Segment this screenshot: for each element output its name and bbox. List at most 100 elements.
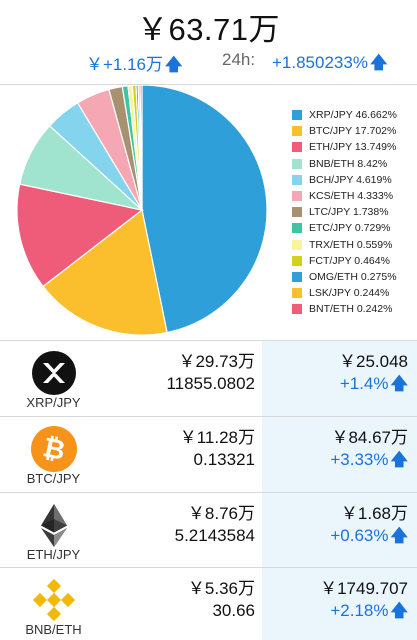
price-change: +2.18% 🡅 <box>320 600 408 622</box>
period-change: +1.850233% 🡅 <box>272 50 387 79</box>
allocation-chart: XRP/JPY 46.662% BTC/JPY 17.702% ETH/JPY 13… <box>0 85 417 340</box>
total-change: ￥+1.16万 🡅 <box>86 50 183 81</box>
legend-swatch <box>292 271 302 282</box>
up-arrow-icon: 🡅 <box>369 53 388 72</box>
holding-value: ￥11.28万 <box>179 428 255 447</box>
up-arrow-icon: 🡅 <box>390 601 408 620</box>
price-change-value: +3.33% <box>330 450 389 469</box>
portfolio-header: ￥63.71万 ￥+1.16万 🡅 24h: +1.850233% 🡅 <box>0 0 417 84</box>
chart-legend: XRP/JPY 46.662% BTC/JPY 17.702% ETH/JPY 13… <box>292 107 397 317</box>
divider <box>0 84 417 85</box>
divider <box>0 340 417 341</box>
legend-label: LTC/JPY 1.738% <box>309 206 389 219</box>
price-info: ￥25.048 +1.4% 🡅 <box>339 351 408 395</box>
price-panel <box>262 341 417 416</box>
pair-label: ETH/JPY <box>26 547 81 562</box>
legend-label: ETC/JPY 0.729% <box>309 222 391 235</box>
pair-label: XRP/JPY <box>26 395 81 410</box>
holding-amount: 30.66 <box>212 601 255 620</box>
price-change-value: +0.63% <box>330 526 389 545</box>
legend-item: BNB/ETH 8.42% <box>292 156 397 172</box>
legend-item: LTC/JPY 1.738% <box>292 204 397 220</box>
asset-row-xrp[interactable]: XRP/JPY ￥29.73万 11855.0802 ￥25.048 +1.4%… <box>0 341 417 416</box>
pie-slice-xrp-jpy[interactable] <box>141 85 268 334</box>
total-value: ￥63.71万 <box>136 12 281 47</box>
legend-swatch <box>292 110 302 121</box>
holding-info: ￥11.28万 0.13321 <box>180 427 255 471</box>
ethereum-icon <box>41 504 67 547</box>
current-price: ￥84.67万 <box>331 428 408 447</box>
legend-label: XRP/JPY 46.662% <box>309 109 397 122</box>
legend-swatch <box>292 158 302 169</box>
price-change-value: +1.4% <box>339 374 389 393</box>
current-price: ￥1749.707 <box>320 579 408 598</box>
asset-row-btc[interactable]: ₿ BTC/JPY ￥11.28万 0.13321 ￥84.67万 +3.33%… <box>0 417 417 492</box>
holding-amount: 11855.0802 <box>166 374 255 393</box>
legend-item: BTC/JPY 17.702% <box>292 123 397 139</box>
current-price: ￥25.048 <box>339 352 408 371</box>
legend-label: BNT/ETH 0.242% <box>309 303 393 316</box>
legend-item: BNT/ETH 0.242% <box>292 301 397 317</box>
up-arrow-icon: 🡅 <box>390 526 408 545</box>
divider <box>0 492 417 493</box>
holding-amount: 0.13321 <box>193 450 255 469</box>
legend-swatch <box>292 304 302 315</box>
holding-value: ￥29.73万 <box>178 352 255 371</box>
legend-swatch <box>292 239 302 250</box>
pie-slice-btc-jpy[interactable] <box>42 208 168 336</box>
legend-label: KCS/ETH 4.333% <box>309 190 394 203</box>
pair-label: BNB/ETH <box>25 622 82 637</box>
period-change-value: +1.850233% <box>272 53 368 72</box>
up-arrow-icon: 🡅 <box>165 55 183 74</box>
binance-icon <box>32 578 76 622</box>
price-info: ￥1.68万 +0.63% 🡅 <box>330 503 408 547</box>
price-change-value: +2.18% <box>330 601 389 620</box>
pie-chart <box>16 85 268 336</box>
legend-item: KCS/ETH 4.333% <box>292 188 397 204</box>
holding-amount: 5.2143584 <box>174 526 255 545</box>
price-change: +1.4% 🡅 <box>339 373 408 395</box>
pie-slice-bnt-eth[interactable] <box>139 85 143 211</box>
legend-swatch <box>292 174 302 185</box>
period-label: 24h: <box>222 50 256 69</box>
holding-info: ￥8.76万 5.2143584 <box>175 503 255 547</box>
legend-swatch <box>292 126 302 137</box>
legend-label: TRX/ETH 0.559% <box>309 238 393 251</box>
legend-swatch <box>292 255 302 266</box>
legend-label: BTC/JPY 17.702% <box>309 125 397 138</box>
up-arrow-icon: 🡅 <box>390 374 408 393</box>
price-panel <box>262 493 417 568</box>
up-arrow-icon: 🡅 <box>390 450 408 469</box>
bitcoin-icon: ₿ <box>31 426 77 472</box>
legend-item: LSK/JPY 0.244% <box>292 285 397 301</box>
legend-swatch <box>292 142 302 153</box>
legend-item: ETH/JPY 13.749% <box>292 139 397 155</box>
legend-item: ETC/JPY 0.729% <box>292 220 397 236</box>
legend-label: FCT/JPY 0.464% <box>309 254 390 267</box>
divider <box>0 567 417 568</box>
legend-item: BCH/JPY 4.619% <box>292 172 397 188</box>
price-change: +0.63% 🡅 <box>330 525 408 547</box>
asset-row-eth[interactable]: ETH/JPY ￥8.76万 5.2143584 ￥1.68万 +0.63% 🡅 <box>0 493 417 568</box>
holding-value: ￥8.76万 <box>187 504 255 523</box>
legend-label: LSK/JPY 0.244% <box>309 287 390 300</box>
legend-swatch <box>292 288 302 299</box>
xrp-icon <box>32 351 76 395</box>
legend-item: OMG/ETH 0.275% <box>292 269 397 285</box>
asset-row-bnb[interactable]: BNB/ETH ￥5.36万 30.66 ￥1749.707 +2.18% 🡅 <box>0 568 417 640</box>
price-change: +3.33% 🡅 <box>330 449 408 471</box>
legend-item: XRP/JPY 46.662% <box>292 107 397 123</box>
pair-label: BTC/JPY <box>26 471 81 486</box>
holding-value: ￥5.36万 <box>187 579 255 598</box>
legend-label: OMG/ETH 0.275% <box>309 270 397 283</box>
price-panel <box>262 568 417 640</box>
legend-item: TRX/ETH 0.559% <box>292 237 397 253</box>
holding-info: ￥5.36万 30.66 <box>188 578 255 622</box>
legend-swatch <box>292 191 302 202</box>
legend-label: BNB/ETH 8.42% <box>309 157 388 170</box>
legend-swatch <box>292 223 302 234</box>
legend-label: BCH/JPY 4.619% <box>309 173 392 186</box>
price-info: ￥1749.707 +2.18% 🡅 <box>320 578 408 622</box>
legend-swatch <box>292 207 302 218</box>
pie-slice-eth-jpy[interactable] <box>16 183 144 288</box>
